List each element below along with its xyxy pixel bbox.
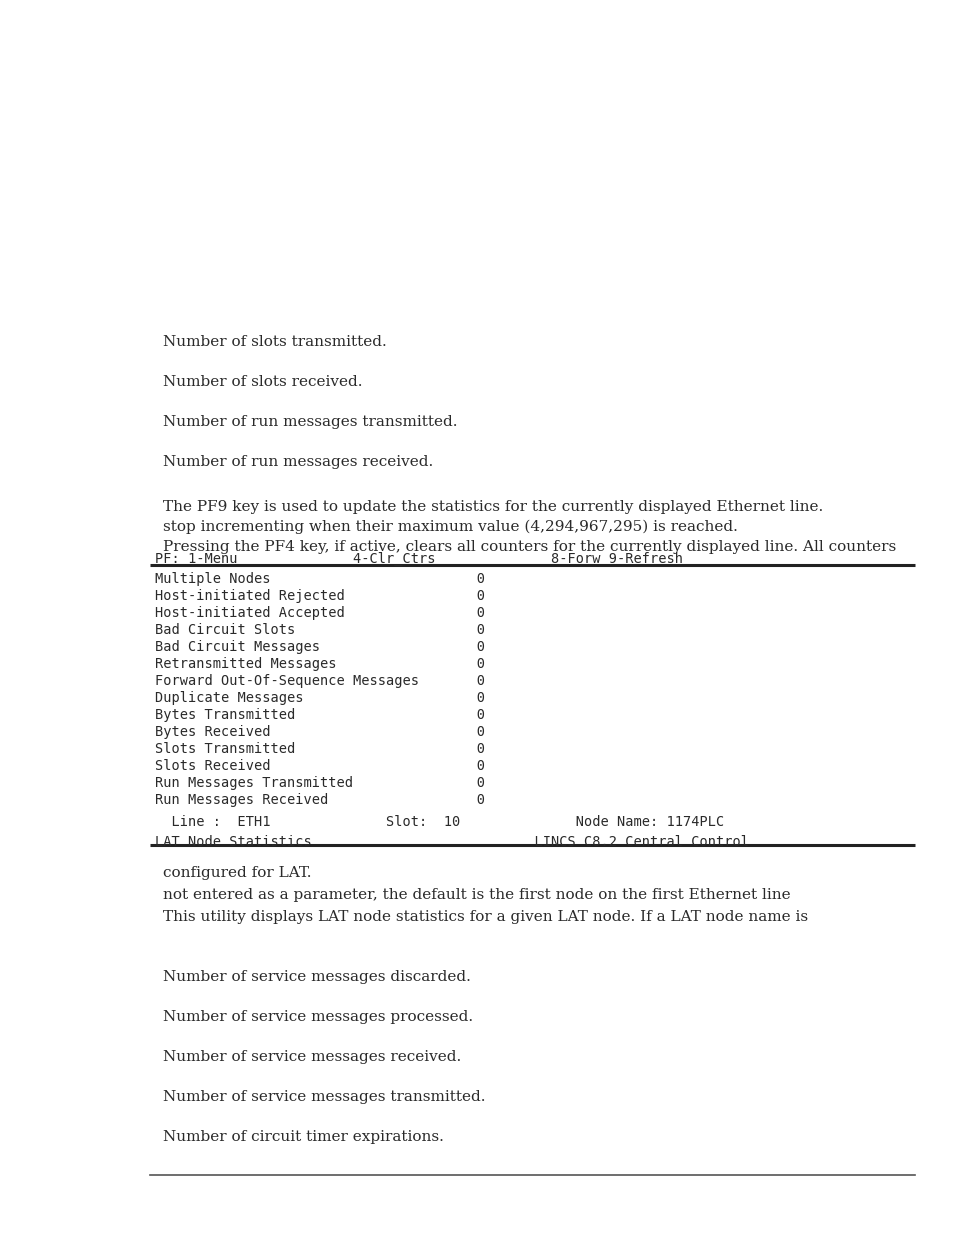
Text: Number of circuit timer expirations.: Number of circuit timer expirations. — [163, 1130, 443, 1144]
Text: Number of service messages discarded.: Number of service messages discarded. — [163, 969, 471, 984]
Text: Duplicate Messages                     0: Duplicate Messages 0 — [154, 692, 484, 705]
Text: Number of service messages transmitted.: Number of service messages transmitted. — [163, 1091, 485, 1104]
Text: configured for LAT.: configured for LAT. — [163, 866, 312, 881]
Text: Number of service messages received.: Number of service messages received. — [163, 1050, 460, 1065]
Text: Bytes Received                         0: Bytes Received 0 — [154, 725, 484, 739]
Text: Bad Circuit Slots                      0: Bad Circuit Slots 0 — [154, 622, 484, 637]
Text: Retransmitted Messages                 0: Retransmitted Messages 0 — [154, 657, 484, 671]
Text: Number of slots received.: Number of slots received. — [163, 375, 362, 389]
Text: Line :  ETH1              Slot:  10              Node Name: 1174PLC: Line : ETH1 Slot: 10 Node Name: 1174PLC — [154, 815, 723, 829]
Text: Host-initiated Accepted                0: Host-initiated Accepted 0 — [154, 606, 484, 620]
Text: LAT Node Statistics                           LINCS C8.2 Central Control: LAT Node Statistics LINCS C8.2 Central C… — [154, 835, 748, 848]
Text: PF: 1-Menu              4-Clr_Ctrs              8-Forw 9-Refresh: PF: 1-Menu 4-Clr_Ctrs 8-Forw 9-Refresh — [154, 552, 682, 566]
Text: Run Messages Received                  0: Run Messages Received 0 — [154, 793, 484, 806]
Text: Bytes Transmitted                      0: Bytes Transmitted 0 — [154, 708, 484, 722]
Text: stop incrementing when their maximum value (4,294,967,295) is reached.: stop incrementing when their maximum val… — [163, 520, 737, 535]
Text: Slots Transmitted                      0: Slots Transmitted 0 — [154, 742, 484, 756]
Text: This utility displays LAT node statistics for a given LAT node. If a LAT node na: This utility displays LAT node statistic… — [163, 910, 807, 924]
Text: Pressing the PF4 key, if active, clears all counters for the currently displayed: Pressing the PF4 key, if active, clears … — [163, 540, 895, 555]
Text: Host-initiated Rejected                0: Host-initiated Rejected 0 — [154, 589, 484, 603]
Text: Forward Out-Of-Sequence Messages       0: Forward Out-Of-Sequence Messages 0 — [154, 674, 484, 688]
Text: Bad Circuit Messages                   0: Bad Circuit Messages 0 — [154, 640, 484, 655]
Text: Number of service messages processed.: Number of service messages processed. — [163, 1010, 473, 1024]
Text: Slots Received                         0: Slots Received 0 — [154, 760, 484, 773]
Text: Number of run messages transmitted.: Number of run messages transmitted. — [163, 415, 457, 429]
Text: Multiple Nodes                         0: Multiple Nodes 0 — [154, 572, 484, 585]
Text: not entered as a parameter, the default is the first node on the first Ethernet : not entered as a parameter, the default … — [163, 888, 790, 902]
Text: Number of run messages received.: Number of run messages received. — [163, 454, 433, 469]
Text: Run Messages Transmitted               0: Run Messages Transmitted 0 — [154, 776, 484, 790]
Text: Number of slots transmitted.: Number of slots transmitted. — [163, 335, 386, 350]
Text: The PF9 key is used to update the statistics for the currently displayed Etherne: The PF9 key is used to update the statis… — [163, 500, 822, 514]
